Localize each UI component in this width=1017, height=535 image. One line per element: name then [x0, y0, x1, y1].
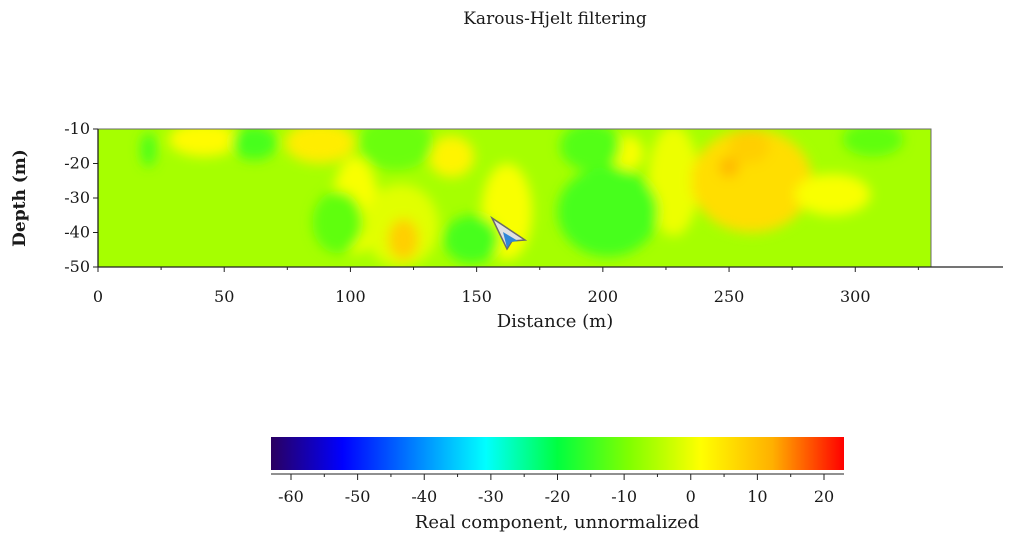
anomaly-blob-0 [168, 129, 240, 157]
anomaly-blob-12 [794, 173, 871, 216]
colorbar-tick-label: -40 [411, 487, 437, 506]
x-tick-label: 300 [840, 287, 871, 306]
colorbar-tick-label: -10 [611, 487, 637, 506]
anomaly-blob-10 [729, 129, 770, 164]
colorbar-label: Real component, unnormalized [415, 512, 699, 533]
anomaly-blob-4 [388, 218, 419, 261]
anomaly-layer [140, 129, 904, 267]
anomaly-blob-17 [559, 129, 621, 171]
colorbar-tick-label: 20 [814, 487, 834, 506]
y-tick-label: -10 [64, 119, 90, 138]
anomaly-blob-20 [140, 132, 157, 167]
x-tick-label: 200 [588, 287, 619, 306]
x-tick-label: 100 [335, 287, 366, 306]
x-tick-label: 0 [93, 287, 103, 306]
anomaly-blob-14 [312, 191, 364, 254]
colorbar [271, 437, 844, 470]
colorbar-tick-label: -60 [278, 487, 304, 506]
y-tick-label: -30 [64, 188, 90, 207]
anomaly-blob-8 [612, 135, 644, 171]
anomaly-blob-9 [691, 129, 813, 233]
x-tick-label: 250 [714, 287, 745, 306]
anomaly-blob-19 [842, 129, 904, 157]
y-tick-label: -20 [64, 154, 90, 173]
x-tick-label: 50 [214, 287, 234, 306]
y-tick-label: -40 [64, 223, 90, 242]
colorbar-tick-label: -30 [478, 487, 504, 506]
mouse-pointer-icon [490, 215, 528, 251]
anomaly-blob-16 [443, 215, 500, 264]
anomaly-blob-18 [557, 166, 659, 257]
anomaly-blob-13 [231, 129, 278, 161]
colorbar-tick-label: -20 [545, 487, 571, 506]
x-axis-label: Distance (m) [497, 311, 614, 332]
y-tick-label: -50 [64, 257, 90, 276]
chart-title: Karous-Hjelt filtering [463, 9, 647, 29]
anomaly-blob-7 [648, 129, 699, 236]
colorbar-tick-label: -50 [345, 487, 371, 506]
y-axis-label: Depth (m) [10, 149, 30, 247]
colorbar-tick-label: 10 [747, 487, 767, 506]
anomaly-blob-11 [718, 156, 740, 178]
colorbar-tick-label: 0 [686, 487, 696, 506]
x-tick-label: 150 [461, 287, 492, 306]
anomaly-blob-5 [428, 135, 475, 178]
anomaly-blob-15 [358, 129, 434, 171]
anomaly-blob-1 [284, 129, 356, 164]
